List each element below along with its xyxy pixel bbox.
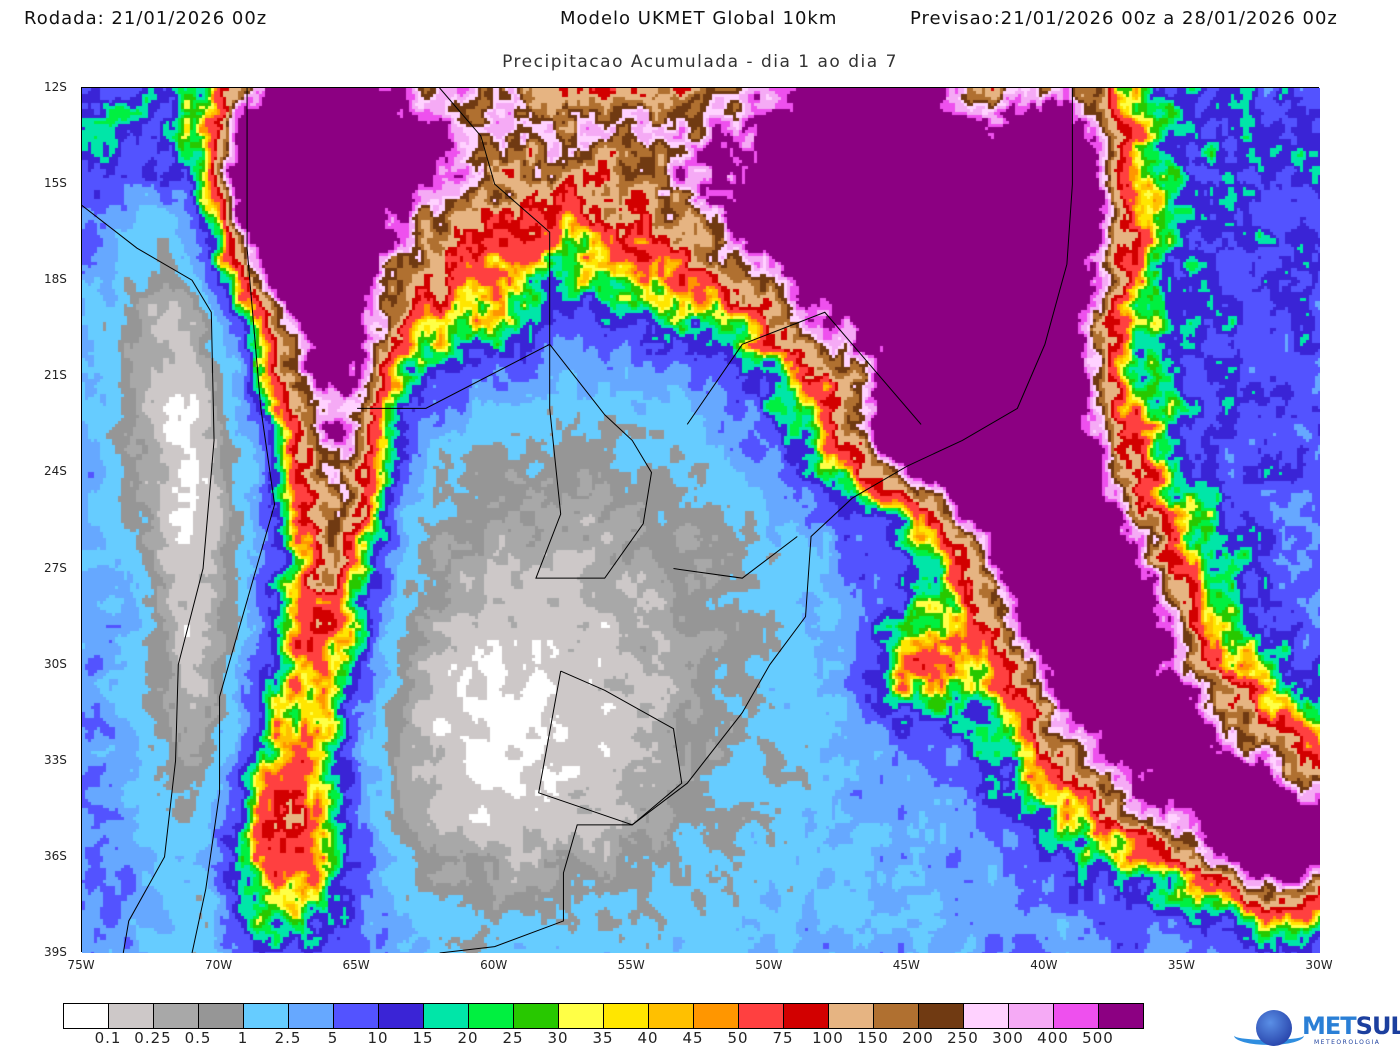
colorbar-label: 75 (772, 1029, 794, 1047)
colorbar-swatch (199, 1004, 244, 1028)
colorbar-label: 1 (237, 1029, 249, 1047)
border-line (535, 343, 653, 579)
lon-label: 30W (1305, 958, 1333, 972)
colorbar-swatch (244, 1004, 289, 1028)
border-line (673, 536, 798, 579)
colorbar-swatch (829, 1004, 874, 1028)
colorbar-label: 15 (412, 1029, 434, 1047)
colorbar-label: 50 (727, 1029, 749, 1047)
colorbar-swatch (1009, 1004, 1054, 1028)
globe-icon (1256, 1010, 1292, 1046)
colorbar-label: 250 (947, 1029, 979, 1047)
colorbar-swatch (64, 1004, 109, 1028)
colorbar (63, 1003, 1144, 1029)
colorbar-swatch (694, 1004, 739, 1028)
lon-label: 35W (1167, 958, 1196, 972)
lon-label: 50W (755, 958, 783, 972)
lat-label: 27S (44, 560, 67, 575)
colorbar-swatch (1054, 1004, 1099, 1028)
lon-label: 65W (342, 958, 370, 972)
colorbar-label: 150 (857, 1029, 889, 1047)
map-subtitle: Precipitacao Acumulada - dia 1 ao dia 7 (502, 52, 898, 72)
colorbar-label: 10 (367, 1029, 389, 1047)
colorbar-label: 5 (327, 1029, 339, 1047)
colorbar-swatch (559, 1004, 604, 1028)
lat-label: 30S (44, 656, 67, 671)
colorbar-label: 100 (812, 1029, 844, 1047)
colorbar-label: 40 (637, 1029, 659, 1047)
colorbar-label: 25 (502, 1029, 524, 1047)
colorbar-label: 2.5 (274, 1029, 302, 1047)
border-line (686, 311, 922, 425)
colorbar-label: 0.5 (184, 1029, 212, 1047)
colorbar-swatch (154, 1004, 199, 1028)
forecast-period: Previsao:21/01/2026 00z a 28/01/2026 00z (910, 8, 1338, 29)
colorbar-swatch (289, 1004, 334, 1028)
lat-label: 33S (44, 752, 67, 767)
lat-label: 39S (44, 945, 67, 959)
colorbar-label: 35 (592, 1029, 614, 1047)
lat-label: 21S (44, 368, 67, 383)
border-line (439, 88, 1073, 953)
colorbar-label: 500 (1082, 1029, 1114, 1047)
border-line (191, 88, 276, 953)
precipitation-field (82, 88, 1320, 953)
colorbar-label: 200 (902, 1029, 934, 1047)
colorbar-swatch (379, 1004, 424, 1028)
colorbar-swatch (1099, 1004, 1143, 1028)
border-line (357, 88, 551, 409)
model-title: Modelo UKMET Global 10km (560, 8, 838, 29)
precipitation-map (81, 87, 1320, 953)
colorbar-label: 400 (1037, 1029, 1069, 1047)
lon-label: 60W (480, 958, 508, 972)
lat-label: 24S (44, 464, 67, 479)
colorbar-swatch (784, 1004, 829, 1028)
lon-label: 45W (892, 958, 920, 972)
colorbar-swatch (649, 1004, 694, 1028)
lat-label: 15S (44, 176, 67, 191)
colorbar-swatch (424, 1004, 469, 1028)
lon-label: 70W (204, 958, 233, 972)
colorbar-label: 30 (547, 1029, 569, 1047)
colorbar-swatch (739, 1004, 784, 1028)
colorbar-label: 20 (457, 1029, 479, 1047)
colorbar-label: 0.25 (134, 1029, 172, 1047)
colorbar-label: 0.1 (94, 1029, 122, 1047)
lat-label: 18S (44, 272, 67, 287)
colorbar-swatch (334, 1004, 379, 1028)
lat-label: 36S (44, 848, 67, 863)
metsul-logo: METSUL METEOROLOGIA (1232, 1008, 1400, 1052)
colorbar-swatch (109, 1004, 154, 1028)
border-line (82, 204, 215, 953)
run-label: Rodada: 21/01/2026 00z (24, 8, 268, 29)
border-line (538, 670, 683, 826)
logo-tagline: METEOROLOGIA (1314, 1039, 1381, 1046)
coastline-borders (82, 88, 1073, 953)
lon-label: 55W (617, 958, 645, 972)
colorbar-swatch (514, 1004, 559, 1028)
colorbar-swatch (604, 1004, 649, 1028)
colorbar-label: 300 (992, 1029, 1024, 1047)
colorbar-swatch (469, 1004, 514, 1028)
lon-label: 75W (67, 958, 95, 972)
colorbar-swatch (919, 1004, 964, 1028)
colorbar-swatch (964, 1004, 1009, 1028)
colorbar-label: 45 (682, 1029, 704, 1047)
lon-label: 40W (1030, 958, 1058, 972)
lat-label: 12S (44, 80, 67, 94)
colorbar-swatch (874, 1004, 919, 1028)
